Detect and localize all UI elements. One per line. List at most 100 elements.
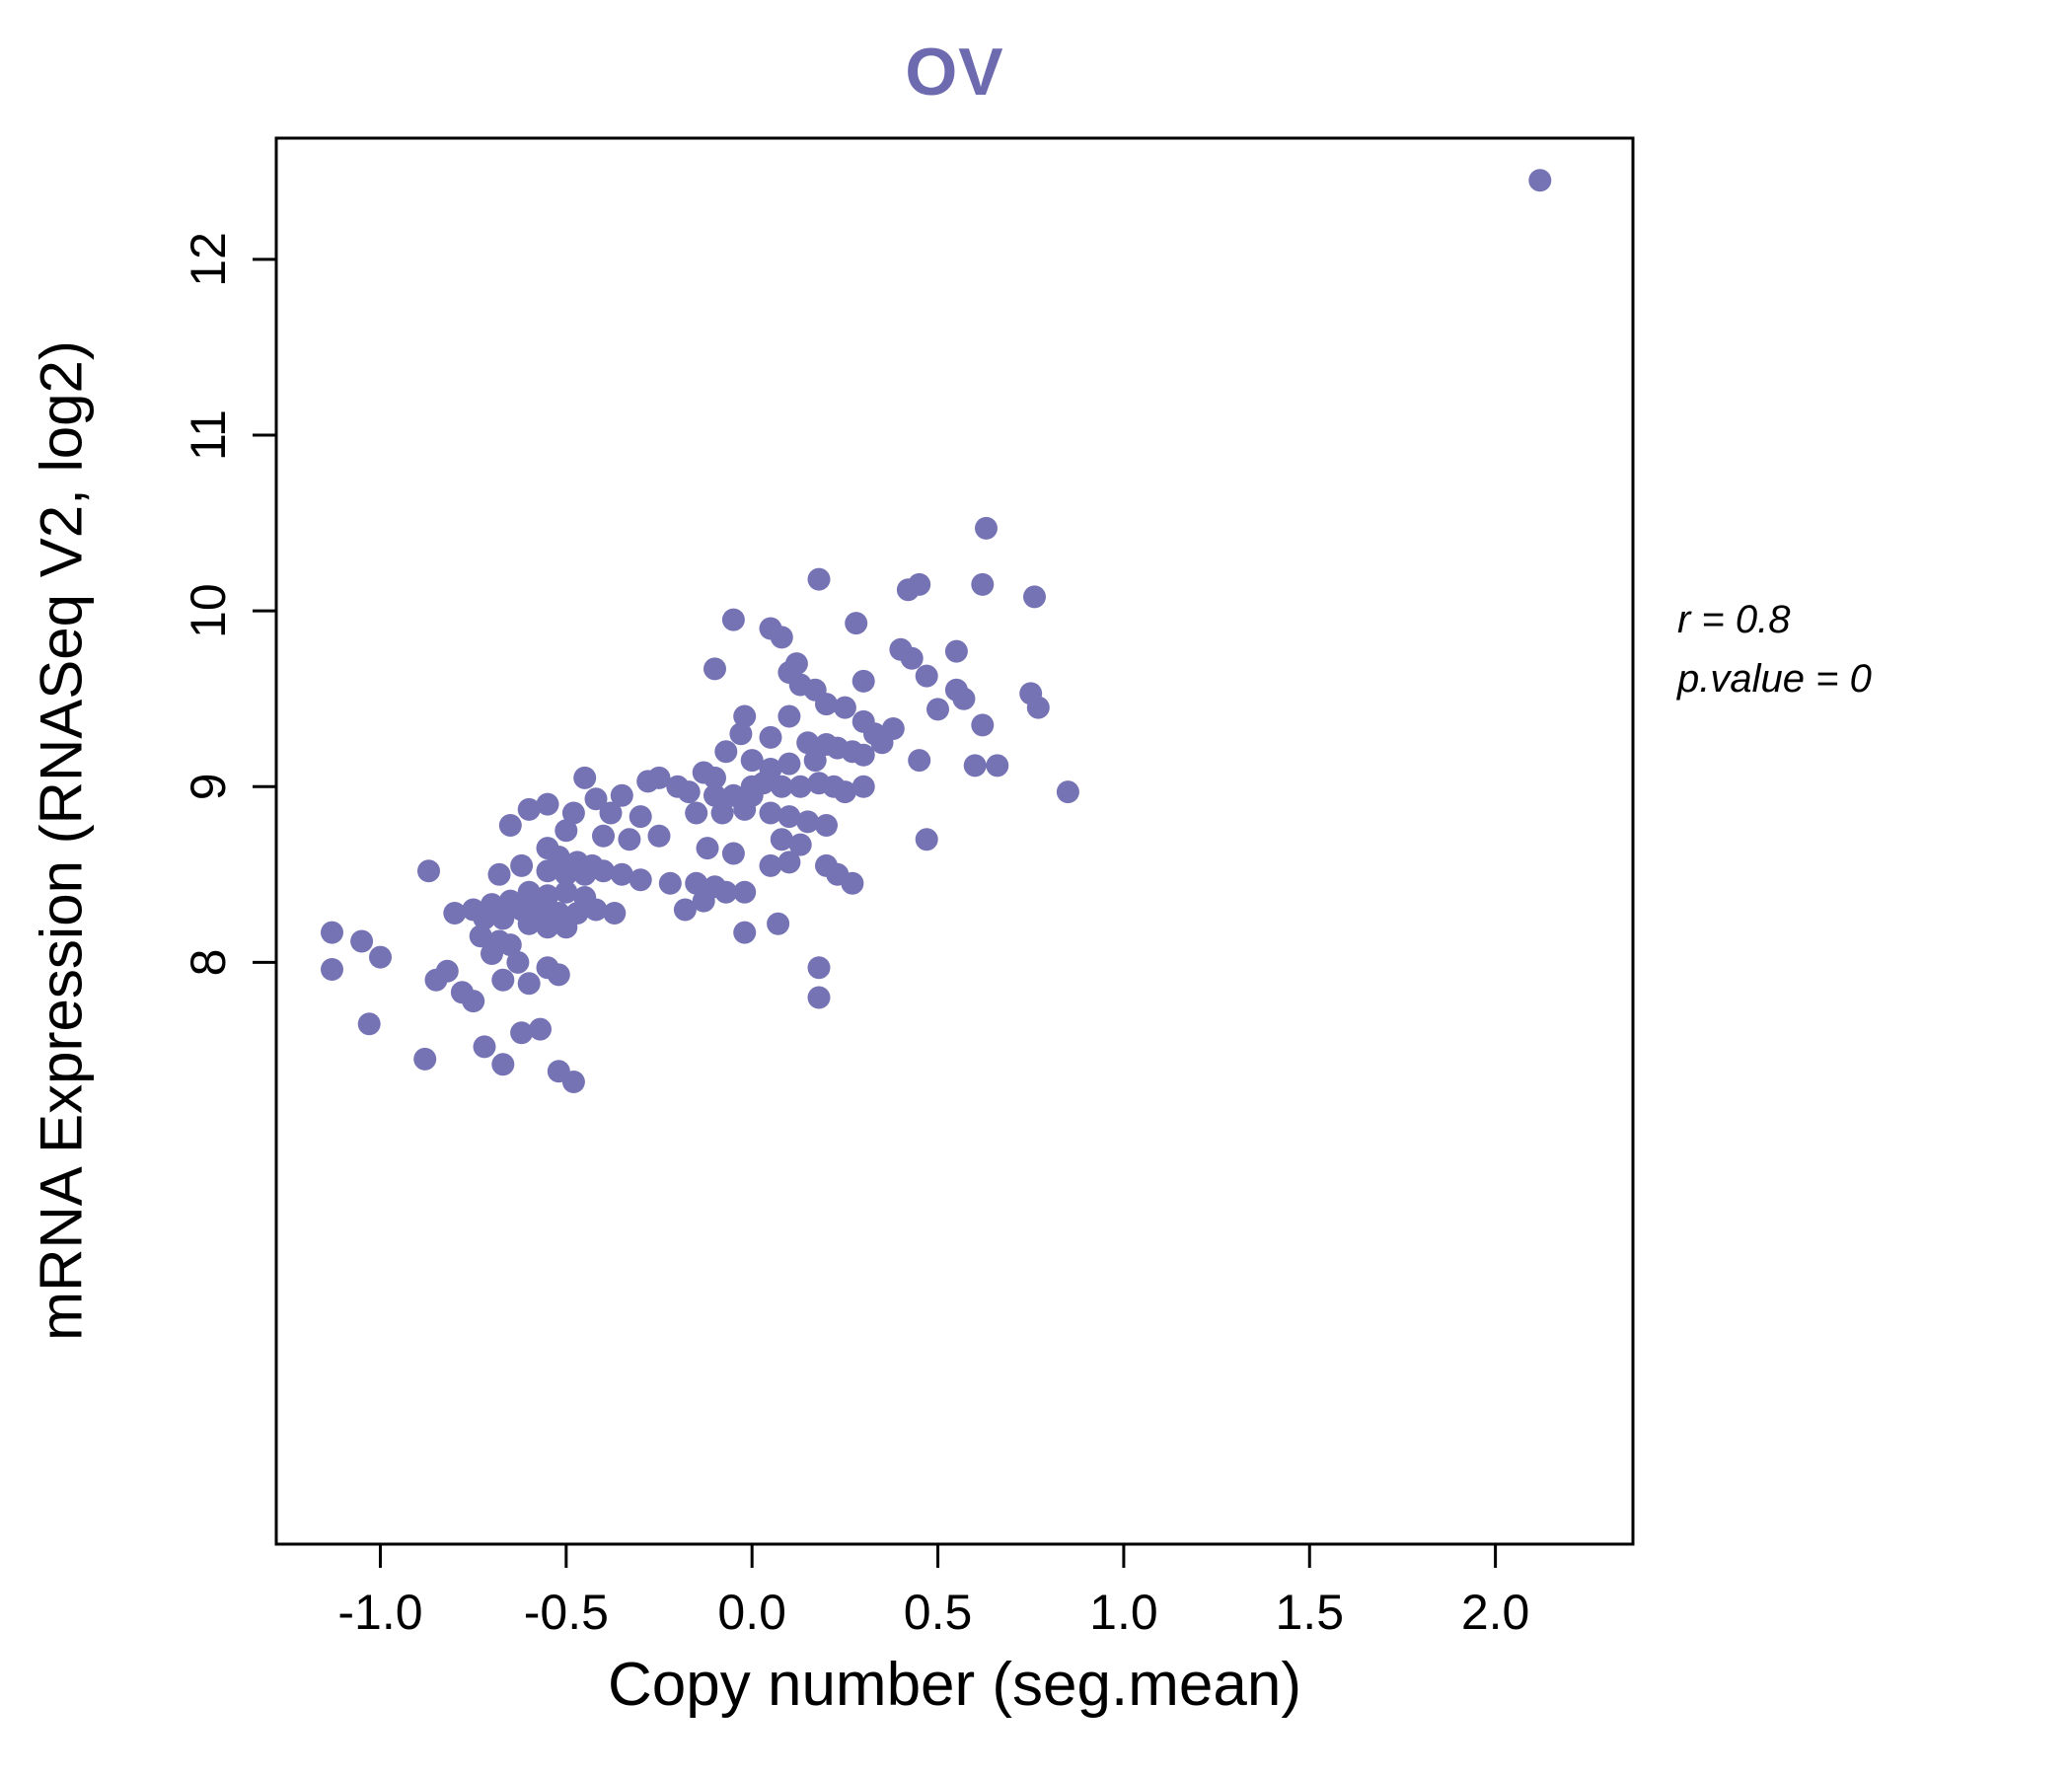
data-point — [603, 902, 627, 925]
data-point — [915, 828, 938, 851]
y-tick-label: 11 — [181, 409, 236, 461]
data-point — [473, 907, 496, 930]
data-point — [777, 704, 801, 728]
data-point — [658, 871, 682, 895]
data-point — [845, 612, 868, 635]
data-point — [1026, 696, 1050, 719]
data-point — [851, 669, 875, 693]
data-point — [647, 766, 671, 789]
data-point — [413, 1047, 437, 1071]
data-point — [629, 805, 652, 829]
data-point — [673, 898, 697, 922]
data-point — [510, 853, 534, 877]
data-point — [870, 731, 894, 755]
data-point — [777, 752, 801, 776]
data-point — [666, 775, 690, 798]
data-point — [517, 912, 541, 935]
data-point — [321, 921, 343, 944]
data-point — [517, 797, 541, 821]
data-point — [529, 1017, 552, 1041]
data-point — [733, 704, 757, 728]
data-point — [971, 572, 995, 596]
data-point — [517, 880, 541, 904]
data-point — [908, 749, 931, 773]
data-point — [710, 801, 734, 825]
data-point — [729, 722, 753, 746]
data-point — [733, 797, 757, 821]
chart-title: OV — [905, 35, 1004, 110]
correlation-annotation: r = 0.8 p.value = 0 — [1677, 590, 1872, 708]
data-point — [692, 889, 715, 913]
data-point — [417, 859, 440, 883]
data-point — [759, 725, 782, 749]
y-tick-label: 10 — [181, 583, 236, 638]
data-point — [610, 783, 633, 807]
data-point — [788, 833, 812, 856]
data-point — [770, 828, 793, 851]
data-point — [759, 853, 782, 877]
data-point — [740, 749, 764, 773]
data-point — [714, 880, 738, 904]
data-point — [555, 880, 578, 904]
data-point — [592, 859, 615, 883]
data-point — [696, 837, 719, 860]
data-point — [944, 639, 968, 663]
data-point — [685, 801, 708, 825]
data-point — [851, 775, 875, 798]
data-point — [851, 743, 875, 767]
data-point — [491, 1053, 515, 1076]
data-point — [833, 780, 856, 804]
data-point — [424, 968, 448, 992]
data-point — [599, 801, 623, 825]
data-point — [555, 916, 578, 939]
y-tick-label: 8 — [181, 949, 236, 977]
data-point — [770, 775, 793, 798]
data-point — [703, 657, 726, 681]
data-point — [547, 963, 570, 987]
data-point — [536, 859, 559, 883]
data-point — [555, 819, 578, 843]
data-point — [584, 787, 608, 811]
data-point — [369, 945, 392, 969]
data-point — [462, 990, 485, 1013]
data-point — [350, 929, 374, 953]
data-point — [469, 925, 492, 948]
data-point — [618, 828, 641, 851]
data-point — [561, 1071, 585, 1093]
data-point — [592, 824, 615, 848]
data-point — [573, 766, 597, 789]
data-point — [971, 713, 995, 737]
data-point — [796, 731, 820, 755]
data-point — [703, 783, 726, 807]
x-tick-label: 0.5 — [904, 1585, 973, 1640]
x-tick-label: -0.5 — [524, 1585, 609, 1640]
r-value-text: r = 0.8 — [1677, 598, 1791, 641]
data-point — [777, 805, 801, 829]
data-point — [721, 608, 745, 631]
data-point — [714, 740, 738, 764]
data-point — [584, 898, 608, 922]
data-point — [536, 916, 559, 939]
data-point — [498, 814, 522, 837]
data-point — [815, 814, 838, 837]
data-point — [926, 698, 949, 721]
data-point — [986, 754, 1009, 777]
x-tick-label: 0.0 — [717, 1585, 786, 1640]
data-point — [759, 801, 782, 825]
data-point — [767, 912, 790, 935]
data-point — [536, 792, 559, 816]
data-point — [491, 968, 515, 992]
data-point — [788, 775, 812, 798]
data-point — [807, 986, 831, 1009]
data-point — [770, 626, 793, 649]
data-point — [963, 754, 987, 777]
data-point — [473, 1035, 496, 1059]
plot-border — [274, 136, 1635, 1546]
data-point — [629, 868, 652, 892]
data-point — [777, 851, 801, 874]
data-point — [491, 907, 515, 930]
data-point — [915, 664, 938, 688]
data-point — [807, 956, 831, 980]
